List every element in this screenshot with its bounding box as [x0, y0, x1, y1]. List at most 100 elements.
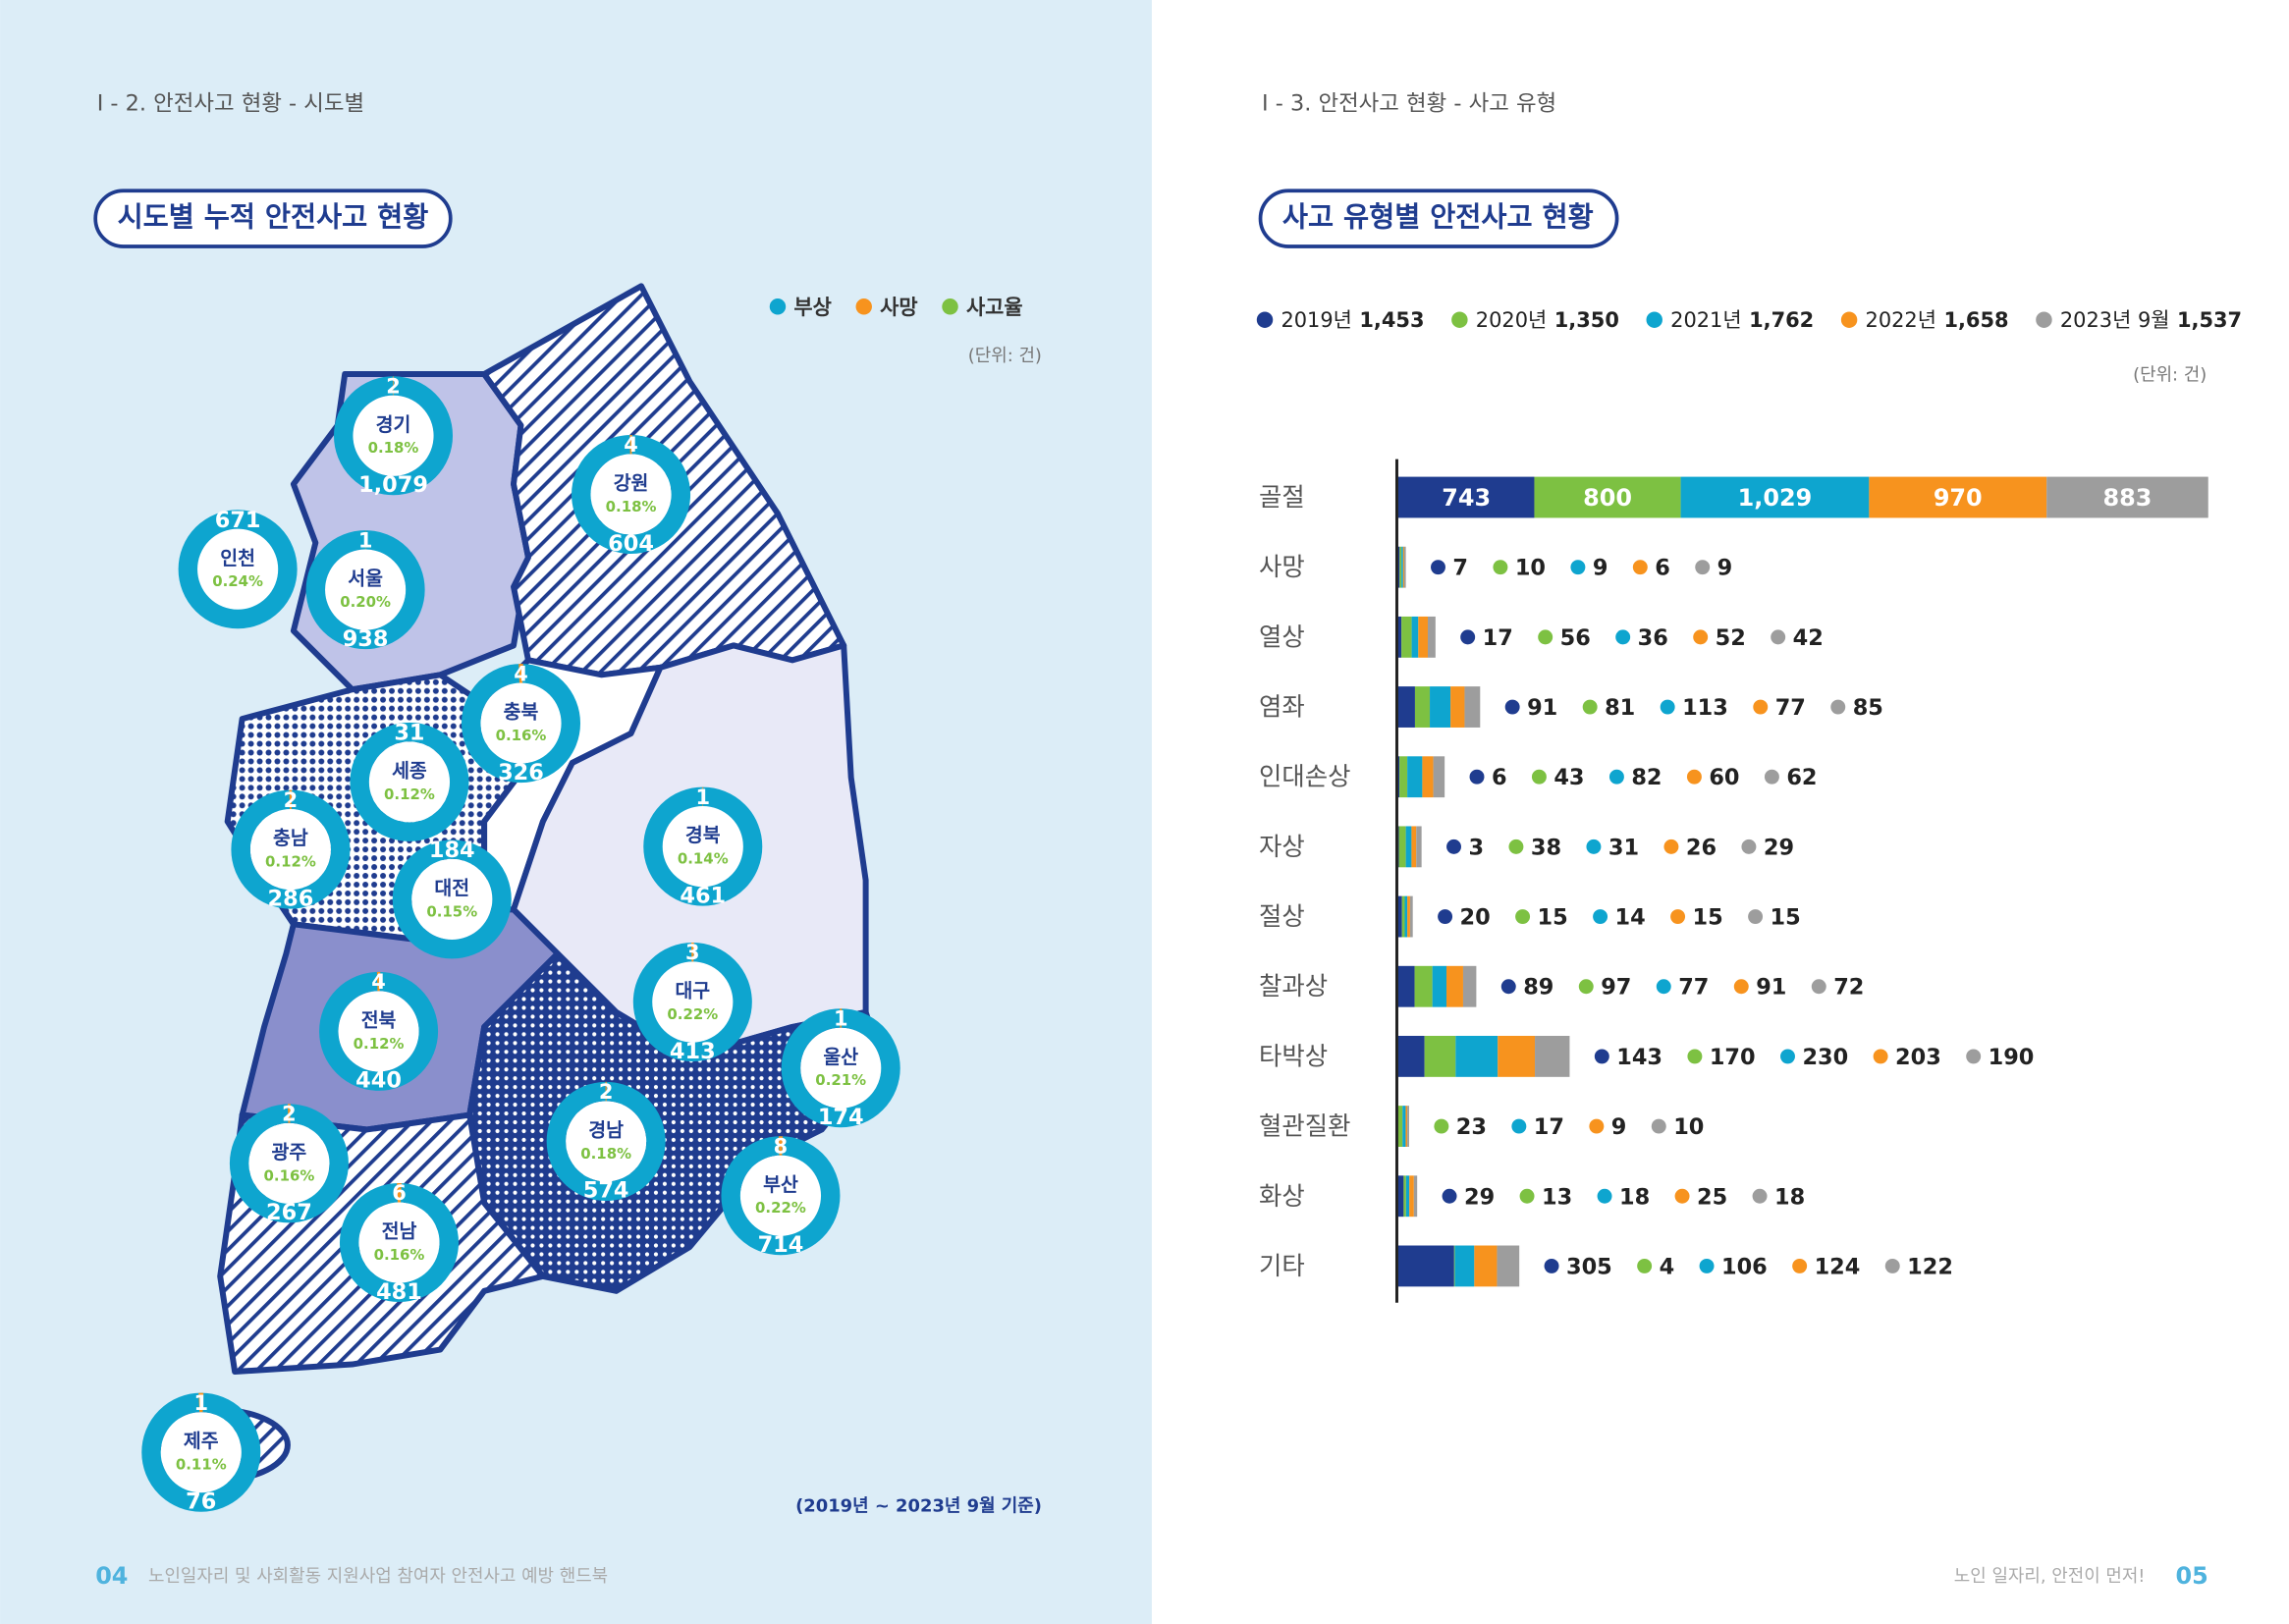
donut-center [249, 809, 332, 891]
note: (2019년 ~ 2023년 9월 기준) [795, 1495, 1042, 1516]
injury-label: 413 [670, 1039, 716, 1064]
bar-segment [1403, 546, 1406, 588]
value-dot [1431, 560, 1445, 575]
legend-label: 부상 [793, 296, 831, 319]
bar-segment [1498, 1035, 1536, 1077]
category-label: 사망 [1259, 552, 1305, 581]
bar-segment [1397, 826, 1399, 868]
legend-label: 2021년 [1670, 308, 1741, 332]
bar-segment [1454, 1245, 1475, 1287]
bar-segment [1453, 1245, 1455, 1287]
donut-center [411, 858, 493, 940]
category-label: 염좌 [1259, 692, 1305, 722]
donut-center [338, 991, 419, 1072]
bar-segment [1535, 1035, 1570, 1077]
value-label: 883 [2103, 484, 2153, 512]
value-label: 106 [1721, 1254, 1768, 1279]
value-dot [1884, 1258, 1900, 1273]
value-label: 14 [1615, 905, 1646, 931]
injury-label: 267 [266, 1200, 312, 1225]
bar-segment [1399, 756, 1408, 798]
donut-center [480, 682, 562, 764]
bar-segment [1401, 616, 1412, 658]
donut-center [368, 741, 451, 823]
value-label: 60 [1709, 765, 1739, 790]
death-label: 4 [514, 662, 528, 685]
death-label: 8 [774, 1134, 789, 1158]
breadcrumb: Ⅰ - 2. 안전사고 현황 - 시도별 [97, 91, 364, 117]
value-dot [1469, 769, 1485, 785]
value-dot [1674, 1188, 1690, 1204]
bar-segment [1398, 826, 1406, 868]
value-label: 15 [1771, 905, 1801, 931]
value-dot [1656, 979, 1671, 995]
rate-label: 0.12% [265, 853, 316, 871]
donut-center [662, 806, 743, 888]
bar-segment [1680, 476, 1870, 518]
value-label: 42 [1793, 625, 1824, 651]
rate-label: 0.15% [426, 902, 477, 920]
rate-label: 0.12% [354, 1035, 405, 1053]
page-number: 04 [95, 1562, 128, 1590]
value-dot [1811, 979, 1826, 995]
death-label: 1 [194, 1391, 209, 1415]
value-dot [1752, 1188, 1768, 1204]
injury-label: 440 [355, 1068, 402, 1094]
page-title: 사고 유형별 안전사고 현황 [1282, 201, 1594, 234]
donut-center [739, 1155, 822, 1236]
death-label: 2 [284, 788, 299, 812]
bar-segment [1397, 616, 1402, 658]
injury-label: 326 [498, 760, 544, 785]
bar-segment [1407, 756, 1423, 798]
bar-segment [1464, 686, 1481, 728]
donut-center [160, 1412, 242, 1493]
value-label: 20 [1460, 905, 1491, 931]
value-label: 82 [1631, 765, 1662, 790]
page-title: 시도별 누적 안전사고 현황 [118, 201, 429, 234]
value-dot [1589, 1118, 1605, 1134]
value-label: 15 [1538, 905, 1568, 931]
legend-label: 2020년 [1476, 308, 1547, 332]
value-label: 122 [1907, 1254, 1953, 1279]
injury-label: 31 [394, 721, 424, 746]
value-label: 17 [1534, 1114, 1564, 1140]
bar-segment [1402, 546, 1404, 588]
value-dot [1741, 839, 1757, 854]
bar-segment [1432, 965, 1447, 1007]
value-dot [1544, 1258, 1559, 1273]
value-label: 6 [1492, 765, 1507, 790]
bar-segment [1405, 826, 1412, 868]
value-dot [1733, 979, 1749, 995]
value-label: 800 [1583, 484, 1632, 512]
value-dot [1460, 629, 1476, 645]
value-label: 36 [1638, 625, 1668, 651]
value-label: 31 [1608, 835, 1639, 860]
death-label: 4 [371, 970, 386, 994]
value-label: 97 [1601, 975, 1631, 1001]
region-name: 제주 [184, 1430, 219, 1452]
death-label: 2 [599, 1080, 614, 1104]
value-label: 143 [1616, 1045, 1662, 1070]
bar-segment [2046, 476, 2208, 518]
donut-center [590, 454, 672, 535]
category-label: 화상 [1259, 1181, 1305, 1211]
bar-segment [1433, 756, 1445, 798]
value-label: 124 [1815, 1254, 1861, 1279]
donut-center [197, 528, 279, 610]
region-name: 충북 [504, 701, 539, 724]
rate-label: 0.16% [496, 727, 547, 744]
value-dot [1771, 629, 1786, 645]
value-label: 23 [1456, 1114, 1487, 1140]
legend-label: 사망 [880, 296, 917, 319]
value-label: 77 [1678, 975, 1709, 1001]
value-label: 305 [1566, 1254, 1612, 1279]
bar-segment [1430, 686, 1451, 728]
legend-total: 1,453 [1359, 308, 1424, 332]
donut-center [325, 549, 407, 630]
category-label: 열상 [1259, 622, 1305, 651]
injury-ring [178, 510, 298, 629]
bar-segment [1446, 965, 1463, 1007]
bar-segment [1399, 546, 1402, 588]
legend-label: 2022년 [1866, 308, 1936, 332]
bar-segment [1411, 616, 1419, 658]
